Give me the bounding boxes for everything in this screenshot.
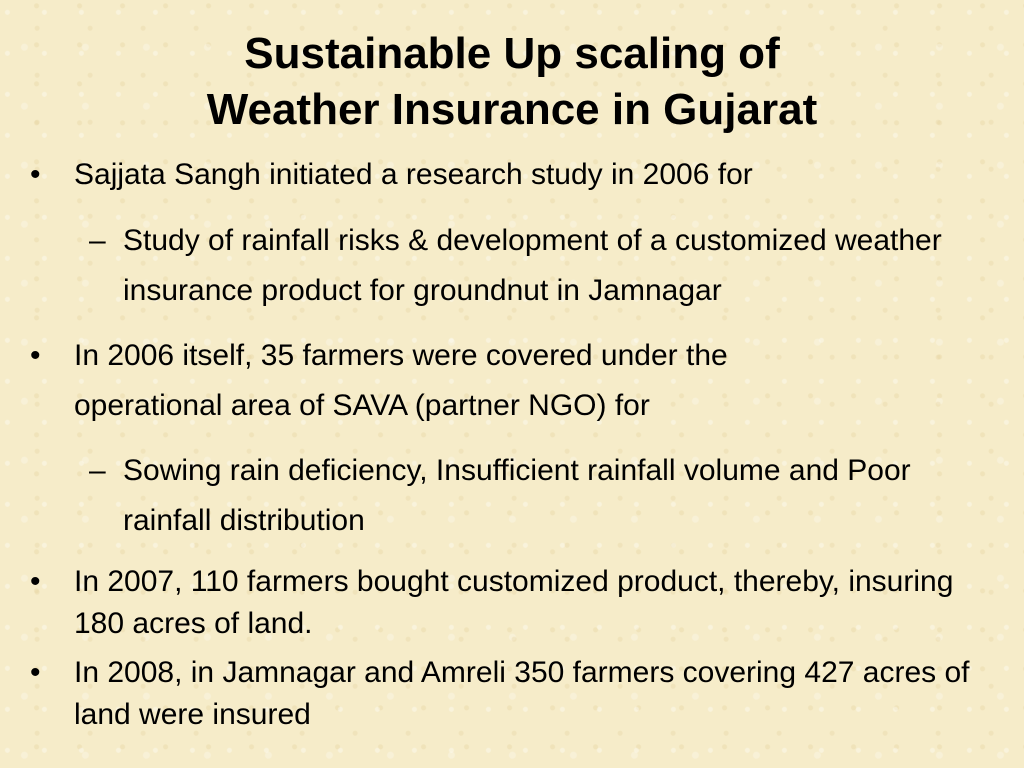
dash-marker: – bbox=[89, 224, 106, 257]
bullet-item: • In 2007, 110 farmers bought customized… bbox=[30, 561, 974, 645]
sub-bullet-item: – Sowing rain deficiency, Insufficient r… bbox=[89, 446, 963, 546]
bullet-text: In 2006 itself, 35 farmers were covered … bbox=[74, 339, 728, 422]
slide-title: Sustainable Up scaling of Weather Insura… bbox=[0, 26, 1024, 138]
sub-bullet-text: Study of rainfall risks & development of… bbox=[123, 224, 942, 307]
bullet-item: • In 2008, in Jamnagar and Amreli 350 fa… bbox=[30, 652, 974, 736]
bullet-item: • Sajjata Sangh initiated a research stu… bbox=[30, 150, 974, 200]
bullet-marker: • bbox=[30, 158, 41, 191]
title-line-2: Weather Insurance in Gujarat bbox=[206, 85, 818, 134]
bullet-marker: • bbox=[30, 339, 41, 372]
bullet-marker: • bbox=[30, 565, 41, 598]
sub-bullet-text: Sowing rain deficiency, Insufficient rai… bbox=[123, 454, 911, 537]
bullet-text: In 2007, 110 farmers bought customized p… bbox=[74, 565, 954, 640]
title-line-1: Sustainable Up scaling of bbox=[244, 29, 780, 78]
dash-marker: – bbox=[89, 454, 106, 487]
bullet-text: In 2008, in Jamnagar and Amreli 350 farm… bbox=[74, 656, 970, 731]
bullet-marker: • bbox=[30, 656, 41, 689]
sub-bullet-item: – Study of rainfall risks & development … bbox=[89, 216, 953, 316]
bullet-text: Sajjata Sangh initiated a research study… bbox=[74, 158, 753, 191]
bullet-item: • In 2006 itself, 35 farmers were covere… bbox=[30, 331, 874, 431]
